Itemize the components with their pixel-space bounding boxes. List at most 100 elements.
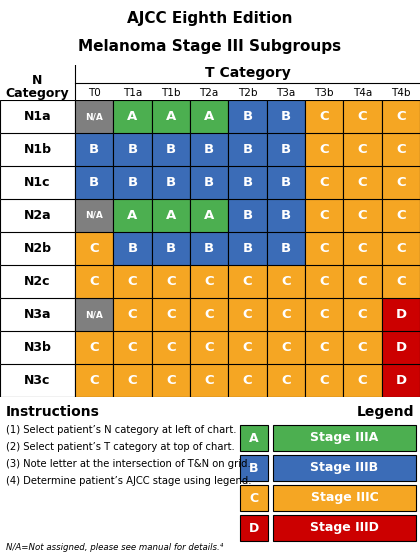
Bar (267, 133, 305, 166)
Text: N1a: N1a (24, 110, 51, 123)
Text: N: N (32, 74, 43, 87)
Bar (240, 455, 268, 481)
Text: Instructions: Instructions (6, 405, 100, 419)
Bar (305, 265, 343, 298)
Text: C: C (243, 275, 252, 288)
Text: B: B (242, 143, 252, 156)
Text: C: C (166, 275, 176, 288)
Text: N/A: N/A (85, 310, 103, 319)
Text: N1c: N1c (24, 176, 51, 189)
Text: C: C (89, 275, 99, 288)
Bar (240, 485, 268, 511)
Text: C: C (358, 209, 368, 222)
Text: C: C (358, 143, 368, 156)
Bar (343, 364, 382, 397)
Bar (382, 100, 420, 133)
Text: B: B (89, 176, 99, 189)
Text: B: B (204, 176, 214, 189)
Text: C: C (243, 308, 252, 321)
Bar (382, 265, 420, 298)
Bar (152, 265, 190, 298)
Text: T2b: T2b (238, 88, 257, 98)
Text: C: C (319, 176, 329, 189)
Text: N/A=Not assigned, please see manual for details.⁴: N/A=Not assigned, please see manual for … (6, 543, 223, 552)
Text: N3c: N3c (24, 374, 51, 387)
Text: C: C (205, 341, 214, 354)
Text: N3b: N3b (24, 341, 51, 354)
Text: C: C (128, 308, 137, 321)
Text: C: C (358, 308, 368, 321)
Bar (152, 364, 190, 397)
Text: B: B (204, 143, 214, 156)
Text: C: C (396, 176, 406, 189)
Text: Stage IIIC: Stage IIIC (311, 492, 378, 505)
Bar (75, 166, 113, 199)
Bar (0, 364, 75, 397)
Bar (75, 133, 113, 166)
Text: D: D (249, 521, 259, 534)
Bar (75, 199, 113, 232)
Text: B: B (166, 176, 176, 189)
Bar (75, 298, 113, 331)
Bar (305, 232, 343, 265)
Text: T1a: T1a (123, 88, 142, 98)
Text: B: B (204, 242, 214, 255)
Text: T3a: T3a (276, 88, 295, 98)
Bar (305, 298, 343, 331)
Text: C: C (319, 308, 329, 321)
Bar (113, 199, 152, 232)
Text: C: C (358, 176, 368, 189)
Text: C: C (89, 341, 99, 354)
Bar (0, 232, 75, 265)
Text: B: B (281, 143, 291, 156)
Bar (267, 100, 305, 133)
Bar (228, 199, 267, 232)
Bar (228, 364, 267, 397)
Text: C: C (166, 374, 176, 387)
Text: T1b: T1b (161, 88, 181, 98)
Text: C: C (128, 341, 137, 354)
Bar (228, 265, 267, 298)
Bar (228, 166, 267, 199)
Text: B: B (281, 209, 291, 222)
Text: C: C (205, 275, 214, 288)
Text: T4b: T4b (391, 88, 411, 98)
Bar (267, 331, 305, 364)
Text: Stage IIIA: Stage IIIA (310, 432, 378, 445)
Bar (190, 364, 228, 397)
Text: C: C (319, 341, 329, 354)
Text: B: B (127, 176, 138, 189)
Text: Stage IIID: Stage IIID (310, 521, 379, 534)
Bar (267, 232, 305, 265)
Bar (228, 331, 267, 364)
Text: T4a: T4a (353, 88, 372, 98)
Text: A: A (204, 110, 214, 123)
Bar (228, 100, 267, 133)
Text: C: C (205, 308, 214, 321)
Text: C: C (319, 209, 329, 222)
Text: B: B (242, 110, 252, 123)
Bar (113, 100, 152, 133)
Text: C: C (243, 374, 252, 387)
Text: C: C (396, 209, 406, 222)
Text: (2) Select patient’s T category at top of chart.: (2) Select patient’s T category at top o… (6, 442, 235, 452)
Text: Category: Category (6, 87, 69, 100)
Text: B: B (242, 242, 252, 255)
Text: T2a: T2a (200, 88, 219, 98)
Bar (190, 265, 228, 298)
Text: Melanoma Stage III Subgroups: Melanoma Stage III Subgroups (79, 39, 341, 54)
Text: C: C (396, 242, 406, 255)
Bar (343, 133, 382, 166)
Bar (113, 265, 152, 298)
Bar (75, 364, 113, 397)
Bar (152, 232, 190, 265)
Bar (305, 100, 343, 133)
Bar (343, 265, 382, 298)
Bar (267, 265, 305, 298)
Bar (190, 100, 228, 133)
Text: C: C (89, 242, 99, 255)
Text: C: C (396, 143, 406, 156)
Bar (382, 298, 420, 331)
Text: C: C (281, 341, 291, 354)
Bar (382, 133, 420, 166)
